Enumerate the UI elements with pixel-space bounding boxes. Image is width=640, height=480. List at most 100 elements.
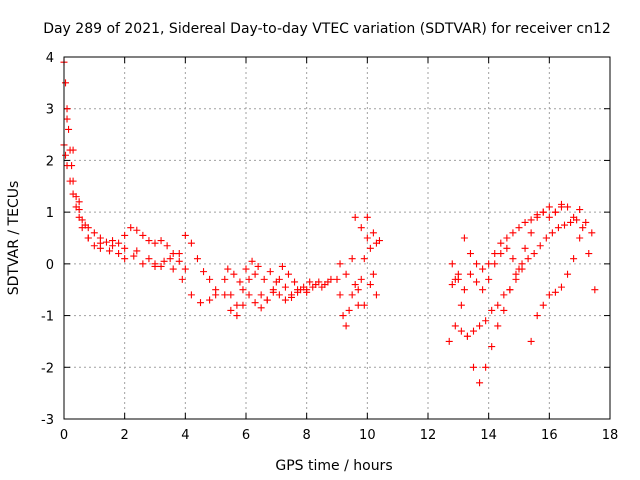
data-point — [494, 322, 502, 330]
data-point — [169, 265, 177, 273]
x-tick-label: 16 — [541, 428, 558, 443]
data-point — [506, 286, 514, 294]
data-point — [251, 270, 259, 278]
data-point — [127, 224, 135, 232]
data-point — [181, 231, 189, 239]
data-point — [503, 234, 511, 242]
data-point — [157, 237, 165, 245]
data-point — [539, 301, 547, 309]
data-point — [121, 255, 129, 263]
data-point — [78, 224, 86, 232]
series-track-g — [333, 234, 380, 330]
data-point — [448, 281, 456, 289]
chart-title: Day 289 of 2021, Sidereal Day-to-day VTE… — [43, 21, 611, 37]
data-point — [466, 270, 474, 278]
y-axis-label: SDTVAR / TECUs — [6, 181, 22, 296]
data-point — [284, 270, 292, 278]
data-point — [63, 115, 71, 123]
data-point — [363, 234, 371, 242]
data-point — [115, 250, 123, 258]
data-point — [366, 281, 374, 289]
data-point — [536, 242, 544, 250]
series-track-n — [527, 234, 584, 345]
data-point — [533, 211, 541, 219]
data-point — [473, 260, 481, 268]
data-point — [63, 105, 71, 113]
data-point — [533, 312, 541, 320]
data-point — [348, 291, 356, 299]
data-point — [109, 242, 117, 250]
data-point — [460, 234, 468, 242]
data-point — [524, 255, 532, 263]
data-point — [363, 213, 371, 221]
data-point — [175, 257, 183, 265]
data-point — [269, 286, 277, 294]
data-point — [233, 312, 241, 320]
data-point — [239, 286, 247, 294]
data-point — [503, 244, 511, 252]
data-point — [160, 257, 168, 265]
data-point — [342, 270, 350, 278]
data-point — [260, 275, 268, 283]
data-point — [90, 229, 98, 237]
data-point — [130, 252, 138, 260]
data-point — [236, 278, 244, 286]
data-point — [239, 301, 247, 309]
data-point — [476, 379, 484, 387]
x-tick-label: 4 — [181, 428, 189, 443]
data-point — [281, 283, 289, 291]
data-point — [527, 337, 535, 345]
data-point — [369, 270, 377, 278]
data-point — [281, 296, 289, 304]
data-point — [567, 218, 575, 226]
data-point — [145, 237, 153, 245]
data-point — [193, 255, 201, 263]
y-tick-label: 2 — [46, 154, 54, 169]
data-point — [357, 224, 365, 232]
x-tick-label: 10 — [359, 428, 376, 443]
data-point — [339, 312, 347, 320]
data-point — [212, 286, 220, 294]
data-point — [321, 281, 329, 289]
data-point — [466, 250, 474, 258]
data-point — [327, 275, 335, 283]
data-point — [564, 270, 572, 278]
data-point — [157, 262, 165, 270]
data-point — [200, 268, 208, 276]
data-point — [463, 332, 471, 340]
series-track-a — [60, 58, 189, 273]
data-point — [151, 239, 159, 247]
x-tick-label: 12 — [420, 428, 437, 443]
data-point — [63, 162, 71, 170]
data-point — [206, 275, 214, 283]
data-point — [375, 237, 383, 245]
data-point — [336, 291, 344, 299]
data-point — [485, 260, 493, 268]
data-point — [451, 322, 459, 330]
data-point — [291, 278, 299, 286]
data-point — [230, 270, 238, 278]
data-point — [309, 283, 317, 291]
data-point — [233, 301, 241, 309]
data-point — [62, 79, 70, 87]
data-point — [360, 301, 368, 309]
data-point — [521, 244, 529, 252]
data-point — [178, 275, 186, 283]
data-point — [488, 306, 496, 314]
data-point — [145, 255, 153, 263]
data-point — [542, 234, 550, 242]
x-tick-label: 6 — [242, 428, 250, 443]
data-point — [470, 363, 477, 371]
y-tick-label: 1 — [46, 206, 54, 221]
data-point — [354, 301, 362, 309]
data-point — [151, 260, 159, 268]
data-point — [266, 268, 274, 276]
data-point — [224, 265, 232, 273]
x-axis-label: GPS time / hours — [275, 458, 392, 474]
data-point — [561, 221, 568, 229]
data-point — [576, 206, 584, 214]
data-point — [354, 286, 362, 294]
data-point — [96, 239, 104, 247]
